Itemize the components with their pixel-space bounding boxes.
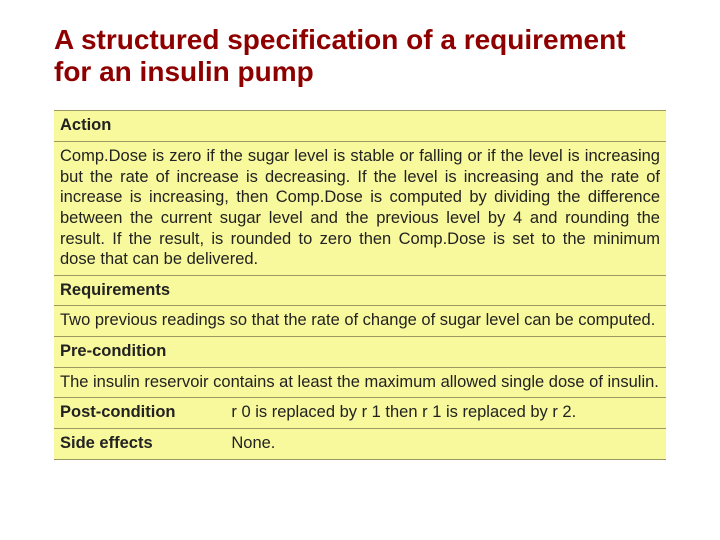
- precondition-header-row: Pre-condition: [54, 337, 666, 368]
- sideeffects-label: Side effects: [54, 428, 225, 459]
- sideeffects-text: None.: [225, 428, 666, 459]
- action-text: Comp.Dose is zero if the sugar level is …: [54, 142, 666, 276]
- action-body-row: Comp.Dose is zero if the sugar level is …: [54, 142, 666, 276]
- spec-table: Action Comp.Dose is zero if the sugar le…: [54, 110, 666, 459]
- page-title: A structured specification of a requirem…: [54, 24, 666, 88]
- requirements-label: Requirements: [54, 275, 666, 306]
- action-label: Action: [54, 111, 666, 142]
- slide: A structured specification of a requirem…: [0, 0, 720, 540]
- postcondition-text: r 0 is replaced by r 1 then r 1 is repla…: [225, 398, 666, 429]
- precondition-label: Pre-condition: [54, 337, 666, 368]
- postcondition-label: Post-condition: [54, 398, 225, 429]
- requirements-body-row: Two previous readings so that the rate o…: [54, 306, 666, 337]
- requirements-text: Two previous readings so that the rate o…: [54, 306, 666, 337]
- sideeffects-row: Side effects None.: [54, 428, 666, 459]
- action-header-row: Action: [54, 111, 666, 142]
- precondition-body-row: The insulin reservoir contains at least …: [54, 367, 666, 398]
- requirements-header-row: Requirements: [54, 275, 666, 306]
- precondition-text: The insulin reservoir contains at least …: [54, 367, 666, 398]
- postcondition-row: Post-condition r 0 is replaced by r 1 th…: [54, 398, 666, 429]
